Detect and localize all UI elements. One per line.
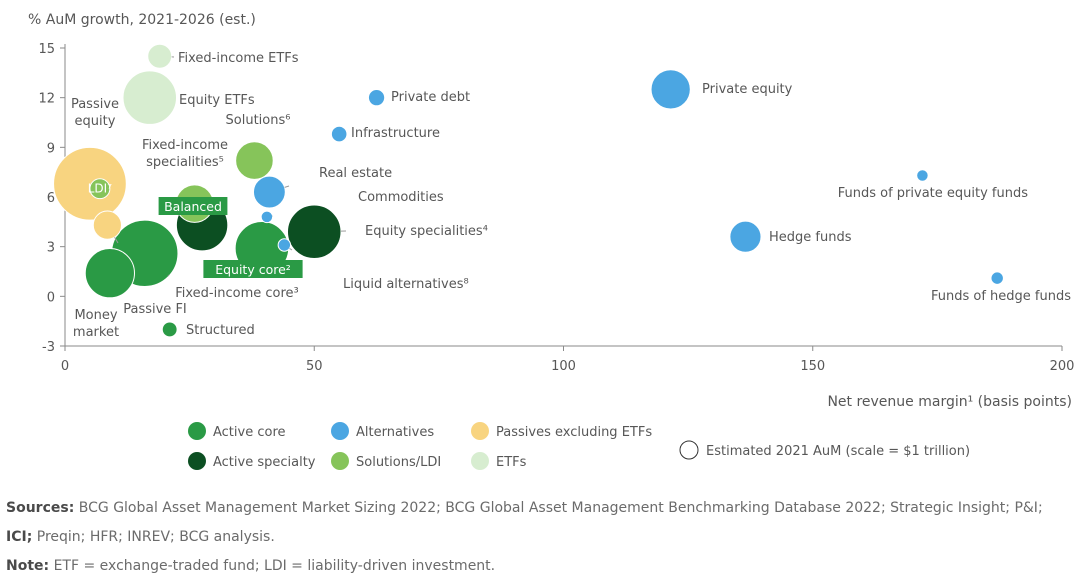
label-fixed-income-core-: Fixed-income core³	[175, 286, 299, 301]
x-tick-label: 150	[800, 359, 825, 374]
label-funds-of-hedge-funds: Funds of hedge funds	[931, 289, 1071, 304]
bubble-ldi-	[89, 178, 111, 200]
x-tick-label: 100	[551, 359, 576, 374]
legend-label-solutions_ldi: Solutions/LDI	[356, 455, 441, 470]
x-tick-label: 200	[1050, 359, 1075, 374]
label-real-estate-leader	[284, 185, 290, 188]
sources-line: Sources: BCG Global Asset Management Mar…	[6, 494, 1092, 523]
sources-label: Sources:	[6, 500, 75, 516]
note-text: ETF = exchange-traded fund; LDI = liabil…	[49, 558, 496, 574]
legend-swatch-etfs	[471, 452, 489, 470]
x-axis-label: Net revenue margin¹ (basis points)	[827, 394, 1072, 410]
label-fixed-income-specialities--line-2: specialities⁵	[146, 155, 224, 170]
bubble-money-market	[84, 248, 135, 299]
y-axis-label: % AuM growth, 2021-2026 (est.)	[28, 12, 256, 28]
y-tick-label: 3	[47, 241, 55, 256]
bubble-equity-etfs	[122, 70, 178, 125]
legend-swatch-passives_excl_etfs	[471, 422, 489, 440]
bubble-solutions-	[235, 141, 274, 180]
y-tick-label: 9	[47, 141, 55, 156]
bubble-passive-fi	[92, 210, 122, 240]
label-solutions-: Solutions⁶	[226, 113, 291, 128]
bubble-private-equity	[650, 69, 691, 110]
sources-text-2: Preqin; HFR; INREV; BCG analysis.	[32, 529, 275, 545]
label-liquid-alternatives-: Liquid alternatives⁸	[343, 277, 469, 292]
y-tick-label: 0	[47, 290, 55, 305]
label-equity-specialities-: Equity specialities⁴	[365, 224, 488, 239]
label-fixed-income-etfs: Fixed-income ETFs	[178, 51, 299, 66]
label-money-market-line-2: market	[73, 325, 119, 340]
note-label: Note:	[6, 558, 50, 574]
legend-swatch-active_core	[188, 422, 206, 440]
legend-size-swatch	[679, 440, 699, 460]
label-private-equity: Private equity	[702, 82, 793, 97]
legend-swatch-solutions_ldi	[331, 452, 349, 470]
bubble-private-debt	[367, 89, 386, 107]
bubble-equity-specialities-	[286, 204, 342, 260]
label-balanced: Balanced	[164, 199, 222, 214]
x-tick-label: 50	[306, 359, 323, 374]
label-passive-fi-leader	[114, 236, 119, 244]
ici-label: ICI;	[6, 529, 33, 545]
legend-swatch-alternatives	[331, 422, 349, 440]
bubble-real-estate	[252, 175, 286, 209]
label-passive-equity-line-2: equity	[75, 114, 116, 129]
note-line: Note: ETF = exchange-traded fund; LDI = …	[6, 552, 1092, 581]
label-money-market-line-1: Money	[74, 308, 117, 323]
label-passive-fi: Passive FI	[123, 302, 187, 317]
label-real-estate: Real estate	[319, 166, 392, 181]
bubble-liquid-alternatives-	[277, 238, 292, 252]
y-tick-label: 6	[47, 191, 55, 206]
footnotes: Sources: BCG Global Asset Management Mar…	[6, 494, 1092, 581]
legend-label-etfs: ETFs	[496, 455, 527, 470]
label-private-debt: Private debt	[391, 90, 470, 105]
bubble-structured	[161, 321, 178, 338]
y-tick-label: -3	[42, 340, 55, 355]
legend-swatch-active_specialty	[188, 452, 206, 470]
label-passive-equity-line-1: Passive	[71, 97, 119, 112]
label-structured: Structured	[186, 323, 255, 338]
label-fixed-income-specialities--line-1: Fixed-income	[142, 138, 228, 153]
bubble-fixed-income-etfs	[147, 43, 173, 69]
bubble-funds-of-hedge-funds	[990, 271, 1004, 285]
label-hedge-funds: Hedge funds	[769, 230, 852, 245]
legend-label-active_specialty: Active specialty	[213, 455, 316, 470]
label-ldi-: LDI⁷	[88, 182, 112, 196]
bubble-infrastructure	[330, 125, 348, 143]
label-infrastructure: Infrastructure	[351, 126, 440, 141]
bubble-hedge-funds	[729, 220, 762, 253]
legend-label-active_core: Active core	[213, 425, 286, 440]
x-tick-label: 0	[61, 359, 69, 374]
sources-line-2: ICI; Preqin; HFR; INREV; BCG analysis.	[6, 523, 1092, 552]
label-funds-of-private-equity-funds: Funds of private equity funds	[838, 186, 1028, 201]
bubble-commodities	[260, 210, 274, 224]
label-equity-core-: Equity core²	[215, 262, 291, 277]
bubble-passive-equity	[53, 146, 127, 221]
sources-text: BCG Global Asset Management Market Sizin…	[74, 500, 1043, 516]
legend-label-passives_excl_etfs: Passives excluding ETFs	[496, 425, 652, 440]
legend-label-alternatives: Alternatives	[356, 425, 434, 440]
label-liquid-alternatives--leader	[289, 247, 293, 251]
y-tick-label: 15	[38, 42, 55, 57]
legend-size-label: Estimated 2021 AuM (scale = $1 trillion)	[706, 444, 970, 459]
label-equity-etfs: Equity ETFs	[179, 93, 255, 108]
label-balanced-box	[158, 197, 228, 215]
label-commodities: Commodities	[358, 190, 444, 205]
label-fixed-income-core--leader	[167, 274, 170, 277]
y-tick-label: 12	[38, 92, 55, 107]
bubble-funds-of-private-equity-funds	[916, 169, 929, 182]
label-equity-core--box	[203, 260, 303, 278]
